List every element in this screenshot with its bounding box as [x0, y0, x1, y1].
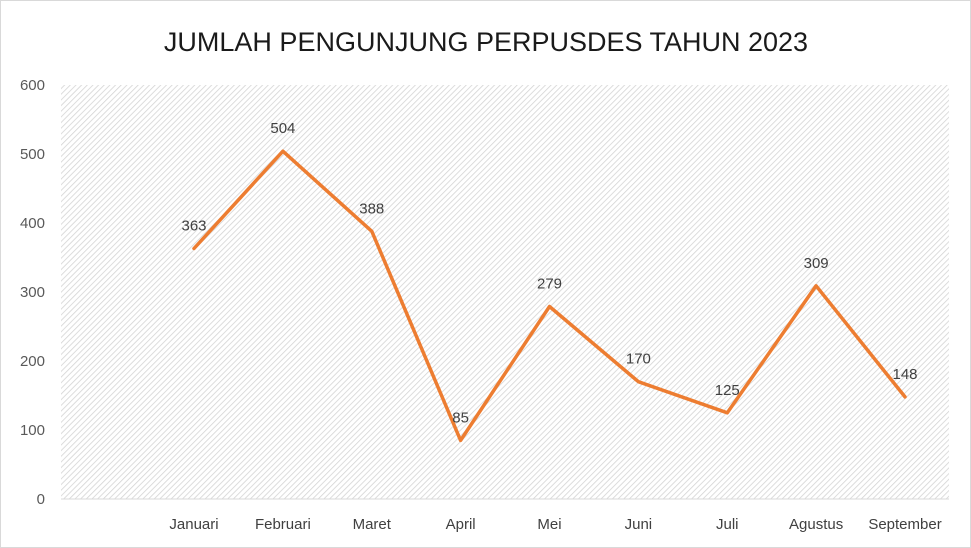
y-tick-label: 300: [20, 284, 45, 301]
data-label: 148: [892, 366, 917, 383]
x-tick-label: Mei: [537, 516, 561, 533]
data-label: 504: [270, 120, 295, 137]
x-tick-label: Januari: [169, 516, 218, 533]
data-label: 85: [452, 409, 469, 426]
y-tick-label: 200: [20, 353, 45, 370]
data-label: 388: [359, 200, 384, 217]
x-axis: Januari Februari Maret April Mei Juni Juli Agus…: [169, 516, 941, 533]
series-line: [192, 149, 907, 443]
chart-title: JUMLAH PENGUNJUNG PERPUSDES TAHUN 2023: [164, 27, 808, 57]
y-tick-label: 500: [20, 146, 45, 163]
y-axis: 0 100 200 300 400 500 600: [20, 77, 45, 508]
x-tick-label: Februari: [255, 516, 311, 533]
data-label: 279: [537, 275, 562, 292]
y-tick-label: 600: [20, 77, 45, 94]
data-label: 309: [804, 255, 829, 272]
data-labels: 363 504 388 85 279 170 125 309 148: [181, 120, 917, 426]
x-tick-label: Juli: [716, 516, 739, 533]
x-tick-label: Juni: [625, 516, 653, 533]
y-tick-label: 100: [20, 422, 45, 439]
x-tick-label: Agustus: [789, 516, 843, 533]
data-label: 363: [181, 218, 206, 235]
x-tick-label: April: [446, 516, 476, 533]
y-tick-label: 400: [20, 215, 45, 232]
plot-area: [61, 85, 949, 499]
data-label: 125: [715, 382, 740, 399]
data-label: 170: [626, 351, 651, 368]
x-tick-label: Maret: [353, 516, 392, 533]
x-tick-label: September: [868, 516, 941, 533]
y-tick-label: 0: [37, 491, 45, 508]
